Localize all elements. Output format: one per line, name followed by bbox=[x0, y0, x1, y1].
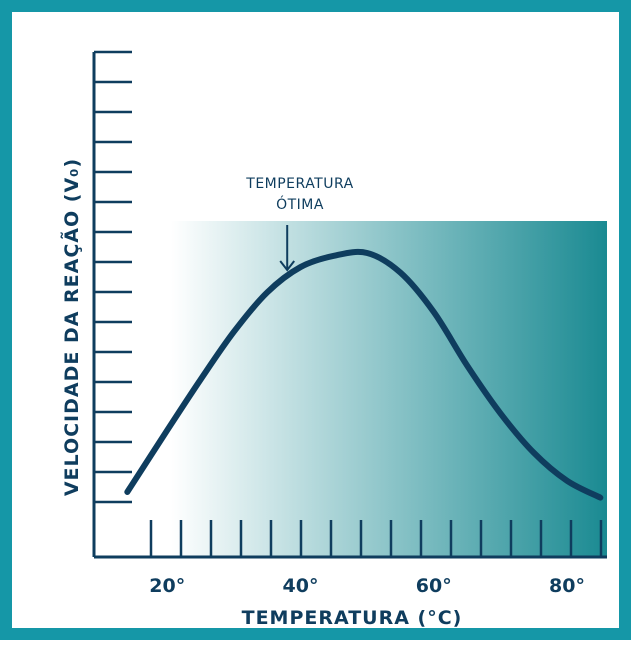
annotation-line-1: TEMPERATURA bbox=[245, 176, 353, 192]
x-axis-title: TEMPERATURA (°C) bbox=[242, 607, 463, 629]
x-tick-label: 80° bbox=[549, 575, 585, 597]
x-tick-label: 20° bbox=[149, 575, 185, 597]
chart-svg: 20° 40° 60° 80° TEMPERATURA ÓTIMA TEMPERATU… bbox=[59, 50, 607, 629]
y-axis-title: VELOCIDADE DA REAÇÃO (V₀) bbox=[59, 158, 83, 496]
optimal-temperature-annotation: TEMPERATURA ÓTIMA bbox=[245, 176, 353, 272]
annotation-arrowhead bbox=[279, 260, 295, 272]
y-axis bbox=[92, 50, 132, 557]
x-tick-labels: 20° 40° 60° 80° bbox=[149, 575, 585, 597]
x-axis bbox=[94, 520, 607, 559]
x-tick-label: 40° bbox=[283, 575, 319, 597]
reaction-rate-curve bbox=[124, 248, 604, 501]
x-tick-label: 60° bbox=[416, 575, 452, 597]
gradient-region bbox=[94, 221, 607, 557]
annotation-line-2: ÓTIMA bbox=[276, 195, 324, 213]
